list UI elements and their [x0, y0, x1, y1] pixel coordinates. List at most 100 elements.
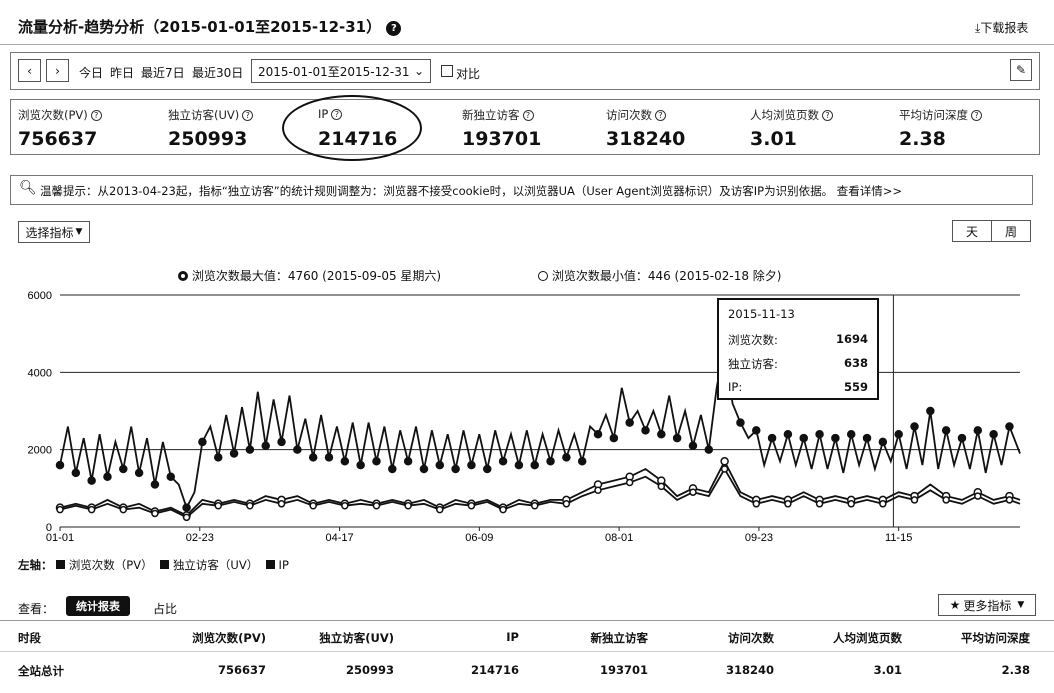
col-new-uv[interactable]: 新独立访客 [590, 631, 649, 645]
col-pv[interactable]: 浏览次数(PV) [192, 631, 266, 645]
notice-text[interactable]: 温馨提示：从2013-04-23起，指标“独立访客”的统计规则调整为：浏览器不接… [40, 184, 903, 198]
axis-legend-uv[interactable]: 独立访客（UV） [172, 558, 259, 572]
data-point[interactable] [436, 505, 444, 514]
download-report-button[interactable]: ⤓下载报表 [975, 19, 1028, 36]
data-point[interactable] [55, 460, 65, 470]
trend-chart[interactable]: 6000 4000 2000 001-01 02-23 04-17 06-09 08-01 09… [0, 285, 1054, 545]
data-point[interactable] [689, 488, 697, 496]
data-point[interactable] [862, 433, 872, 443]
data-point[interactable] [277, 500, 286, 508]
help-icon[interactable]: ? [971, 110, 982, 121]
series-line-1[interactable] [59, 459, 1021, 517]
col-uv[interactable]: 独立访客(UV) [319, 631, 394, 645]
data-point[interactable] [182, 513, 191, 522]
data-point[interactable] [1005, 422, 1014, 431]
data-point[interactable] [736, 418, 745, 427]
data-point[interactable] [594, 486, 602, 495]
help-icon[interactable]: ? [522, 110, 534, 121]
square-icon[interactable] [56, 560, 66, 569]
data-point[interactable] [498, 457, 508, 466]
quick-range-today[interactable]: 今日 [79, 66, 104, 80]
data-point[interactable] [562, 500, 571, 508]
help-icon[interactable]: ? [242, 110, 254, 121]
quick-range-yesterday[interactable]: 昨日 [110, 66, 135, 80]
data-point[interactable] [815, 429, 824, 439]
data-point[interactable] [182, 503, 191, 512]
data-point[interactable] [293, 445, 302, 454]
data-point[interactable] [103, 472, 112, 481]
data-point[interactable] [657, 482, 666, 491]
data-point[interactable] [388, 464, 397, 474]
data-point[interactable] [878, 437, 888, 447]
help-icon[interactable]: ? [655, 110, 666, 121]
help-icon[interactable]: ? [822, 110, 833, 121]
data-point[interactable] [198, 437, 207, 447]
axis-legend-ip[interactable]: IP [278, 558, 289, 572]
data-point[interactable] [213, 453, 223, 462]
data-point[interactable] [419, 464, 429, 474]
data-point[interactable] [451, 464, 460, 474]
data-point[interactable] [941, 426, 951, 435]
data-point[interactable] [704, 445, 714, 454]
data-point[interactable] [752, 426, 761, 435]
data-point[interactable] [625, 418, 634, 427]
data-point[interactable] [672, 433, 682, 443]
data-point[interactable] [246, 501, 254, 510]
data-point[interactable] [593, 429, 603, 439]
col-avg-depth[interactable]: 平均访问深度 [961, 631, 1030, 645]
data-point[interactable] [119, 464, 128, 474]
data-point[interactable] [879, 500, 887, 508]
data-point[interactable] [309, 501, 317, 510]
series-line-0[interactable] [59, 342, 1021, 511]
next-button[interactable]: › [46, 59, 69, 82]
data-point[interactable] [372, 501, 381, 510]
data-point[interactable] [483, 464, 492, 474]
data-point[interactable] [119, 505, 128, 514]
data-point[interactable] [1005, 496, 1014, 504]
tab-report[interactable]: 统计报表 [66, 596, 130, 616]
data-point[interactable] [245, 445, 255, 454]
data-point[interactable] [562, 453, 571, 462]
data-point[interactable] [403, 457, 413, 466]
min-legend[interactable]: 浏览次数最小值：446 (2015-02-18 除夕) [538, 267, 781, 284]
data-point[interactable] [261, 441, 270, 451]
col-pages-per-user[interactable]: 人均浏览页数 [833, 631, 902, 645]
data-point[interactable] [372, 457, 381, 466]
data-point[interactable] [56, 505, 64, 514]
data-point[interactable] [277, 437, 286, 447]
data-point[interactable] [151, 509, 159, 518]
granularity-week[interactable]: 周 [991, 220, 1031, 242]
data-point[interactable] [815, 500, 824, 508]
data-point[interactable] [229, 449, 239, 458]
data-point[interactable] [530, 460, 539, 470]
max-legend[interactable]: 浏览次数最大值：4760 (2015-09-05 星期六) [178, 267, 441, 284]
data-point[interactable] [752, 500, 761, 508]
tab-ratio[interactable]: 占比 [153, 602, 178, 616]
data-point[interactable] [625, 478, 634, 487]
data-point[interactable] [87, 505, 96, 514]
quick-range-30days[interactable]: 最近30日 [192, 66, 244, 80]
data-point[interactable] [957, 433, 967, 443]
select-metric-button[interactable]: 选择指标 ▼ [18, 221, 90, 243]
square-icon[interactable] [160, 560, 170, 569]
data-point[interactable] [341, 501, 349, 510]
data-point[interactable] [577, 457, 587, 466]
data-point[interactable] [831, 433, 840, 443]
data-point[interactable] [514, 460, 524, 470]
data-point[interactable] [404, 501, 412, 510]
data-point[interactable] [71, 468, 81, 478]
data-point[interactable] [720, 457, 729, 466]
granularity-day[interactable]: 天 [952, 220, 992, 242]
data-point[interactable] [910, 422, 919, 431]
data-point[interactable] [340, 457, 350, 466]
data-point[interactable] [783, 429, 793, 439]
data-point[interactable] [657, 429, 666, 439]
quick-range-7days[interactable]: 最近7日 [141, 66, 185, 80]
data-point[interactable] [720, 465, 729, 473]
data-point[interactable] [134, 468, 144, 478]
data-point[interactable] [688, 441, 698, 451]
data-point[interactable] [767, 433, 777, 443]
data-point[interactable] [942, 496, 950, 504]
data-point[interactable] [641, 426, 650, 435]
data-point[interactable] [530, 501, 539, 510]
